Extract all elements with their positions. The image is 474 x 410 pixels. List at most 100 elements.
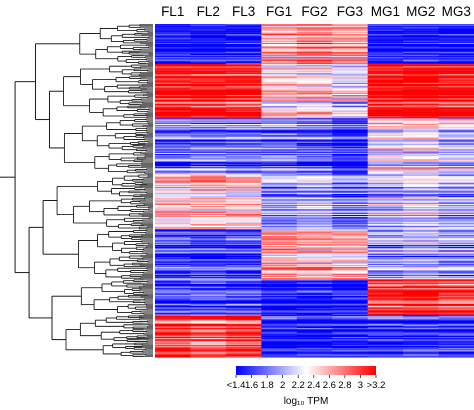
heatmap-cell — [296, 261, 333, 264]
heatmap-cell — [438, 259, 474, 262]
heatmap-cell — [403, 339, 440, 341]
heatmap-cell — [190, 278, 227, 280]
heatmap-cell — [367, 220, 404, 223]
heatmap-cell — [332, 287, 369, 289]
heatmap-cell — [261, 126, 298, 128]
heatmap-cell — [296, 265, 333, 268]
heatmap-cell — [190, 125, 227, 127]
heatmap-cell — [438, 53, 474, 56]
heatmap-cell — [261, 348, 298, 350]
heatmap-cell — [438, 162, 474, 165]
heatmap-cell — [438, 98, 474, 101]
heatmap-cell — [261, 333, 298, 336]
heatmap-cell — [155, 97, 192, 99]
heatmap-cell — [261, 37, 298, 40]
heatmap-cell — [296, 317, 333, 319]
heatmap-cell — [296, 348, 333, 350]
heatmap-cell — [225, 293, 262, 296]
heatmap-cell — [367, 158, 404, 161]
heatmap-cell — [367, 102, 404, 105]
heatmap-cell — [261, 294, 298, 297]
heatmap-cell — [438, 229, 474, 232]
heatmap-cell — [155, 184, 192, 187]
heatmap-cell — [190, 181, 227, 184]
heatmap-cell — [190, 68, 227, 71]
heatmap-cell — [332, 339, 369, 341]
heatmap-cell — [403, 118, 440, 121]
heatmap-cell — [190, 116, 227, 118]
heatmap-cell — [225, 154, 262, 157]
heatmap-cell — [155, 40, 192, 43]
heatmap-cell — [367, 275, 404, 278]
heatmap-cell — [367, 115, 404, 117]
heatmap-cell — [155, 347, 192, 349]
heatmap-cell — [296, 158, 333, 161]
heatmap-cell — [332, 47, 369, 50]
heatmap-cell — [332, 282, 369, 285]
heatmap-cell — [438, 102, 474, 105]
heatmap-cell — [438, 267, 474, 269]
heatmap-cell — [225, 317, 262, 319]
heatmap-cell — [190, 118, 227, 121]
heatmap-cell — [225, 77, 262, 79]
heatmap-cell — [438, 80, 474, 83]
heatmap-cell — [225, 311, 262, 314]
heatmap-cell — [438, 168, 474, 171]
heatmap-cell — [261, 197, 298, 199]
heatmap-cell — [332, 136, 369, 138]
heatmap-cell — [261, 133, 298, 136]
heatmap-cell — [155, 63, 192, 66]
heatmap-cell — [155, 342, 192, 345]
heatmap-cell — [225, 331, 262, 334]
heatmap-cell — [367, 159, 404, 162]
heatmap-cell — [438, 335, 474, 338]
heatmap-cell — [155, 60, 192, 63]
heatmap-cell — [332, 102, 369, 105]
heatmap-cell — [332, 174, 369, 177]
heatmap-cell — [403, 97, 440, 99]
heatmap-cell — [155, 141, 192, 144]
heatmap-cell — [190, 230, 227, 233]
heatmap-cell — [155, 333, 192, 336]
heatmap-cell — [403, 347, 440, 349]
heatmap-cell — [155, 43, 192, 46]
heatmap-cell — [438, 287, 474, 289]
heatmap-cell — [296, 121, 333, 124]
heatmap-cell — [155, 242, 192, 245]
heatmap-cell — [155, 337, 192, 339]
heatmap-cell — [367, 226, 404, 228]
heatmap-cell — [296, 93, 333, 96]
heatmap-cell — [367, 182, 404, 185]
heatmap-cell — [261, 228, 298, 230]
heatmap-cell — [155, 49, 192, 52]
heatmap-cell — [332, 231, 369, 234]
heatmap-cell — [296, 159, 333, 162]
heatmap-cell — [296, 102, 333, 105]
heatmap-cell — [438, 159, 474, 162]
heatmap-cell — [190, 187, 227, 189]
heatmap-cell — [367, 203, 404, 206]
heatmap-cell — [261, 81, 298, 84]
heatmap-cell — [403, 202, 440, 205]
heatmap-cell — [403, 298, 440, 300]
heatmap-cell — [225, 216, 262, 218]
heatmap-cell — [225, 91, 262, 94]
heatmap-cell — [367, 268, 404, 270]
heatmap-cell — [367, 248, 404, 250]
heatmap-cell — [332, 252, 369, 255]
heatmap-cell — [190, 139, 227, 142]
heatmap-cell — [155, 268, 192, 270]
heatmap-cell — [190, 36, 227, 38]
heatmap-cell — [190, 138, 227, 141]
heatmap-cell — [438, 141, 474, 144]
heatmap-cell — [296, 242, 333, 245]
heatmap-cell — [403, 230, 440, 233]
heatmap-cell — [367, 350, 404, 353]
heatmap-cell — [296, 179, 333, 182]
heatmap-cell — [155, 136, 192, 138]
heatmap-cell — [155, 349, 192, 351]
heatmap-cell — [403, 270, 440, 273]
heatmap-cell — [261, 112, 298, 115]
heatmap-cell — [403, 107, 440, 109]
heatmap-cell — [296, 259, 333, 262]
